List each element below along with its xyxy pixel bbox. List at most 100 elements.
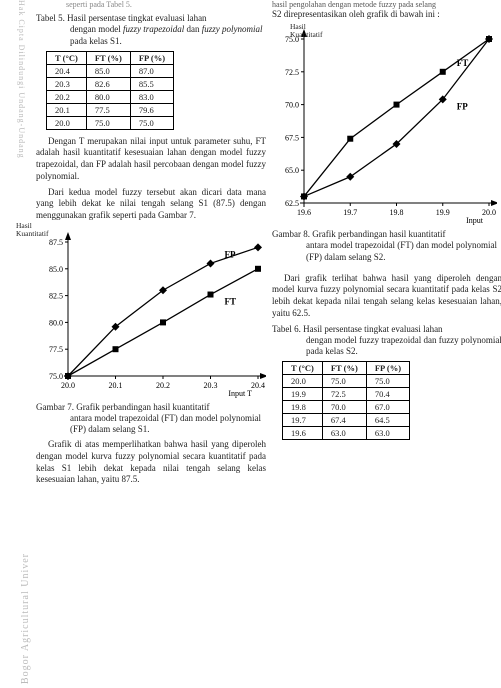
t5c-f: pada kelas S1. [70, 36, 122, 46]
table-row: 20.075.075.0 [283, 375, 410, 388]
cell: 75.0 [366, 375, 409, 388]
cell: 75.0 [130, 116, 173, 129]
t6h1: FT (%) [322, 362, 366, 375]
table-row: 20.177.579.6 [47, 103, 174, 116]
table-row: 19.870.067.0 [283, 401, 410, 414]
cell: 75.0 [322, 375, 366, 388]
cell: 83.0 [130, 90, 173, 103]
t6h0: T (°C) [283, 362, 323, 375]
right-cut-1: hasil pengolahan dengan metode fuzzy pad… [272, 0, 501, 9]
svg-text:67.5: 67.5 [285, 133, 299, 142]
left-para2: Dari kedua model fuzzy tersebut akan dic… [36, 187, 266, 222]
t5c-c: fuzzy trapezoidal [123, 24, 184, 34]
cell: 67.4 [322, 414, 366, 427]
table-row: 20.382.685.5 [47, 77, 174, 90]
cell: 20.4 [47, 64, 87, 77]
yl2r: Kuantitatif [290, 30, 323, 39]
svg-text:75.0: 75.0 [49, 372, 63, 381]
svg-text:19.9: 19.9 [436, 208, 450, 217]
svg-text:87.5: 87.5 [49, 238, 63, 247]
cell: 70.0 [322, 401, 366, 414]
right-column: hasil pengolahan dengan metode fuzzy pad… [272, 0, 501, 446]
watermark-left: Hak Cipta Dilindungi Undang-Undang [6, 0, 26, 500]
cell: 19.6 [283, 427, 323, 440]
t6c-a: Tabel 6. Hasil persentase tingkat evalua… [272, 324, 443, 334]
left-column: seperti pada Tabel 5. Tabel 5. Hasil per… [36, 0, 266, 490]
cell: 20.2 [47, 90, 87, 103]
table5-h0: T (°C) [47, 51, 87, 64]
svg-text:FP: FP [457, 101, 468, 111]
left-para3: Grafik di atas memperlihatkan bahwa hasi… [36, 439, 266, 486]
chart7-wrap: Hasil Kuantitatif 87.585.082.580.077.575… [36, 228, 266, 398]
table-row: 19.972.570.4 [283, 388, 410, 401]
fig7c-a: Gambar 7. Grafik perbandingan hasil kuan… [36, 402, 209, 412]
svg-text:70.0: 70.0 [285, 101, 299, 110]
right-para1: Dari grafik terlihat bahwa hasil yang di… [272, 273, 501, 320]
cell: 80.0 [86, 90, 130, 103]
table5-caption-line1: Tabel 5. Hasil persentase tingkat evalua… [36, 13, 207, 23]
cell: 85.5 [130, 77, 173, 90]
fig7-caption: Gambar 7. Grafik perbandingan hasil kuan… [36, 402, 266, 436]
table6-header-row: T (°C) FT (%) FP (%) [283, 362, 410, 375]
cell: 20.0 [283, 375, 323, 388]
svg-text:80.0: 80.0 [49, 318, 63, 327]
svg-text:20.0: 20.0 [482, 208, 496, 217]
svg-text:20.3: 20.3 [204, 381, 218, 390]
cell: 19.7 [283, 414, 323, 427]
svg-text:20.0: 20.0 [61, 381, 75, 390]
table6-caption: Tabel 6. Hasil persentase tingkat evalua… [272, 324, 501, 358]
table5-h1: FT (%) [86, 51, 130, 64]
chart8-ylabel: Hasil Kuantitatif [290, 23, 323, 40]
fig8-caption: Gambar 8. Grafik perbandingan hasil kuan… [272, 229, 501, 263]
table-row: 20.280.083.0 [47, 90, 174, 103]
svg-text:19.8: 19.8 [390, 208, 404, 217]
cell: 64.5 [366, 414, 409, 427]
chart7-ylabel: Hasil Kuantitatif [16, 222, 49, 239]
svg-text:FT: FT [457, 58, 469, 68]
svg-text:77.5: 77.5 [49, 345, 63, 354]
t5c-b: dengan model [70, 24, 123, 34]
table5-header-row: T (°C) FT (%) FP (%) [47, 51, 174, 64]
table6: T (°C) FT (%) FP (%) 20.075.075.0 19.972… [282, 361, 410, 440]
t5c-d: dan [184, 24, 202, 34]
cell: 79.6 [130, 103, 173, 116]
t6c-b: dengan model fuzzy trapezoidal dan fuzzy… [272, 335, 501, 358]
cell: 72.5 [322, 388, 366, 401]
cell: 82.6 [86, 77, 130, 90]
fig8c-a: Gambar 8. Grafik perbandingan hasil kuan… [272, 229, 445, 239]
chart8-wrap: Hasil Kuantitatif 75.072.570.067.565.062… [272, 25, 501, 225]
table-row: 19.767.464.5 [283, 414, 410, 427]
svg-text:72.5: 72.5 [285, 68, 299, 77]
chart7-svg: 87.5 85.0 82.5 80.0 77.5 75.020.0 20.1 20.2 20.3… [36, 228, 266, 398]
watermark-bottom: Bogor Agricultural Univer [20, 553, 31, 684]
cell: 20.1 [47, 103, 87, 116]
fig8c-b: antara model trapezoidal (FT) dan model … [272, 240, 501, 263]
cell: 20.3 [47, 77, 87, 90]
right-cut-2: S2 direpresentasikan oleh grafik di bawa… [272, 9, 501, 19]
cell: 87.0 [130, 64, 173, 77]
svg-text:Input T: Input T [228, 389, 252, 398]
svg-text:62.5: 62.5 [285, 199, 299, 208]
cell: 19.9 [283, 388, 323, 401]
table-row: 20.485.087.0 [47, 64, 174, 77]
svg-text:19.7: 19.7 [343, 208, 357, 217]
svg-text:85.0: 85.0 [49, 264, 63, 273]
table5-caption: Tabel 5. Hasil persentase tingkat evalua… [36, 13, 266, 47]
left-para1: Dengan T merupakan nilai input untuk par… [36, 136, 266, 183]
table5: T (°C) FT (%) FP (%) 20.485.087.0 20.382… [46, 51, 174, 130]
cell: 19.8 [283, 401, 323, 414]
t5c-e: fuzzy polynomial [202, 24, 263, 34]
svg-text:82.5: 82.5 [49, 291, 63, 300]
svg-text:Input: Input [466, 216, 484, 225]
cell: 70.4 [366, 388, 409, 401]
svg-text:FT: FT [225, 296, 237, 306]
fig7c-b: antara model trapezoidal (FT) dan model … [36, 413, 266, 436]
svg-text:FP: FP [225, 249, 236, 259]
yl2: Kuantitatif [16, 229, 49, 238]
cell: 77.5 [86, 103, 130, 116]
cell: 85.0 [86, 64, 130, 77]
svg-text:20.2: 20.2 [156, 381, 170, 390]
svg-text:20.1: 20.1 [109, 381, 123, 390]
left-cut-text: seperti pada Tabel 5. [36, 0, 266, 9]
t6h2: FP (%) [366, 362, 409, 375]
